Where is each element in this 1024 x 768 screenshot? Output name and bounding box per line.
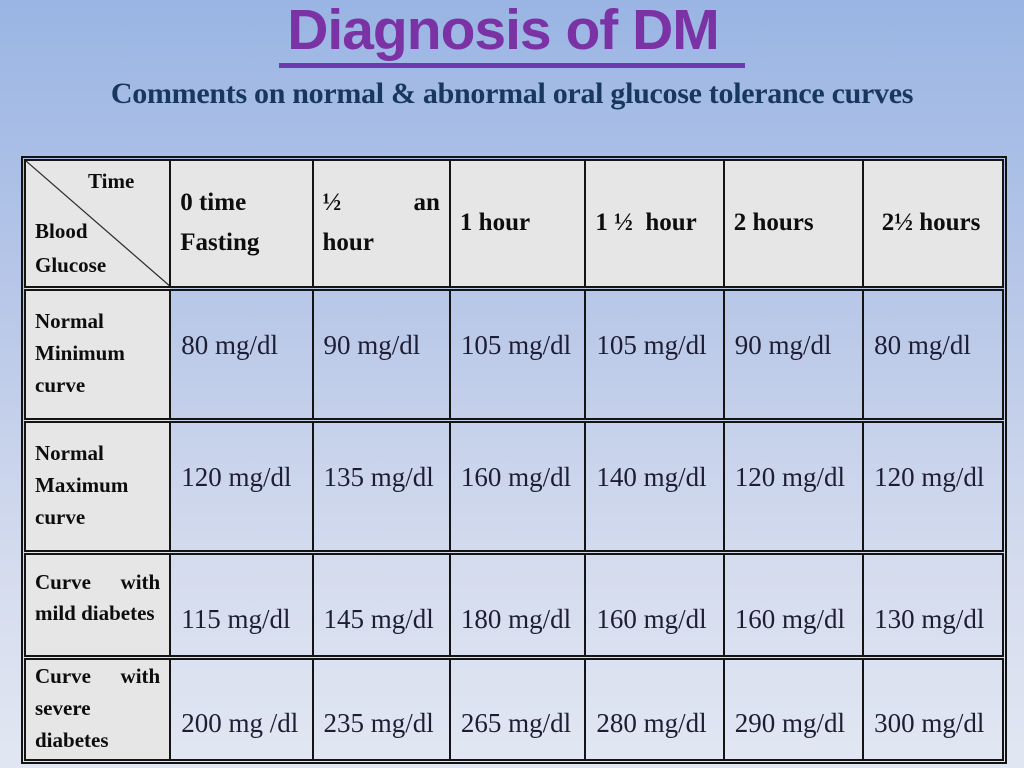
col-header-half-an-hour: ½ an hour xyxy=(311,159,451,291)
row-header-line: diabetes xyxy=(35,728,109,753)
table-row-normal-maximum: Normal Maximum curve 120 mg/dl 135 mg/dl… xyxy=(23,419,1004,555)
col-header-text: 1 hour xyxy=(459,209,531,237)
value-cell: 140 mg/dl xyxy=(584,419,725,555)
row-header-line: curve xyxy=(35,372,86,397)
page-title: Diagnosis of DM xyxy=(279,0,745,68)
row-header-line: Minimum xyxy=(35,341,125,366)
value-cell: 290 mg/dl xyxy=(722,656,865,761)
table-row-normal-minimum: Normal Minimum curve 80 mg/dl 90 mg/dl 1… xyxy=(23,287,1004,423)
col-header-text: 2 hours xyxy=(733,209,814,237)
col-header-line: 0 time xyxy=(180,189,247,217)
word-an: an xyxy=(413,189,440,217)
col-header-1-half-hour: 1 ½ hour xyxy=(584,159,725,291)
row-header-normal-maximum: Normal Maximum curve xyxy=(23,419,172,555)
col-header-1-hour: 1 hour xyxy=(448,159,587,291)
value-cell: 80 mg/dl xyxy=(862,287,1004,423)
col-header-text: 1 ½ hour xyxy=(595,209,697,237)
table-row-mild-diabetes: Curve with mild diabetes 115 mg/dl 145 m… xyxy=(23,551,1004,660)
corner-blood-label: Blood xyxy=(35,218,88,243)
row-header-line: Maximum xyxy=(35,473,129,498)
value-cell: 145 mg/dl xyxy=(311,551,451,660)
value-cell: 120 mg/dl xyxy=(169,419,314,555)
table-row-severe-diabetes: Curve with severe diabetes 200 mg /dl 23… xyxy=(23,656,1004,761)
value-cell: 180 mg/dl xyxy=(448,551,587,660)
value-cell: 115 mg/dl xyxy=(169,551,314,660)
value-cell: 120 mg/dl xyxy=(862,419,1004,555)
value-cell: 160 mg/dl xyxy=(448,419,587,555)
row-header-normal-minimum: Normal Minimum curve xyxy=(23,287,172,423)
value-cell: 160 mg/dl xyxy=(584,551,725,660)
value-cell: 120 mg/dl xyxy=(722,419,865,555)
corner-time-label: Time xyxy=(88,169,135,193)
row-header-line: Curve with xyxy=(35,567,163,599)
value-cell: 300 mg/dl xyxy=(862,656,1004,761)
glucose-tolerance-table: Time Blood Glucose 0 time Fasting ½ an h… xyxy=(23,159,1004,761)
col-header-line: ½ an xyxy=(323,183,443,223)
row-header-mild-diabetes: Curve with mild diabetes xyxy=(23,551,172,660)
row-header-line: Curve with xyxy=(35,661,163,693)
value-cell: 265 mg/dl xyxy=(448,656,587,761)
word-curve: Curve xyxy=(35,664,91,689)
col-header-2-half-hours: 2½ hours xyxy=(862,159,1004,291)
fraction-half: ½ xyxy=(322,189,342,217)
value-cell: 135 mg/dl xyxy=(311,419,451,555)
corner-glucose-label: Glucose xyxy=(35,252,107,277)
col-header-0-time-fasting: 0 time Fasting xyxy=(169,159,314,291)
col-header-text: 2½ hours xyxy=(881,209,981,237)
col-header-line: hour xyxy=(322,229,374,257)
value-cell: 90 mg/dl xyxy=(722,287,865,423)
value-cell: 90 mg/dl xyxy=(311,287,451,423)
row-header-line: Normal xyxy=(35,309,104,334)
row-header-line: severe xyxy=(35,696,91,721)
row-header-line: Normal xyxy=(35,441,104,466)
col-header-2-hours: 2 hours xyxy=(722,159,865,291)
value-cell: 80 mg/dl xyxy=(169,287,314,423)
col-header-line: Fasting xyxy=(180,229,260,257)
value-cell: 105 mg/dl xyxy=(584,287,725,423)
value-cell: 160 mg/dl xyxy=(722,551,865,660)
row-header-severe-diabetes: Curve with severe diabetes xyxy=(23,656,172,761)
table-header-row: Time Blood Glucose 0 time Fasting ½ an h… xyxy=(23,159,1004,291)
word-curve: Curve xyxy=(35,569,91,594)
glucose-table-wrap: Time Blood Glucose 0 time Fasting ½ an h… xyxy=(21,156,1007,764)
slide-subtitle: Comments on normal & abnormal oral gluco… xyxy=(110,77,914,110)
value-cell: 130 mg/dl xyxy=(862,551,1004,660)
diagonal-divider-line xyxy=(26,161,169,286)
word-with: with xyxy=(120,569,161,594)
value-cell: 280 mg/dl xyxy=(584,656,725,761)
word-with: with xyxy=(120,664,161,689)
corner-cell: Time Blood Glucose xyxy=(23,159,172,291)
row-header-line: mild diabetes xyxy=(35,601,155,626)
row-header-line: curve xyxy=(35,504,86,529)
value-cell: 235 mg/dl xyxy=(311,656,451,761)
slide-title-row: Diagnosis of DM xyxy=(0,0,1024,68)
value-cell: 105 mg/dl xyxy=(448,287,587,423)
value-cell: 200 mg /dl xyxy=(169,656,314,761)
